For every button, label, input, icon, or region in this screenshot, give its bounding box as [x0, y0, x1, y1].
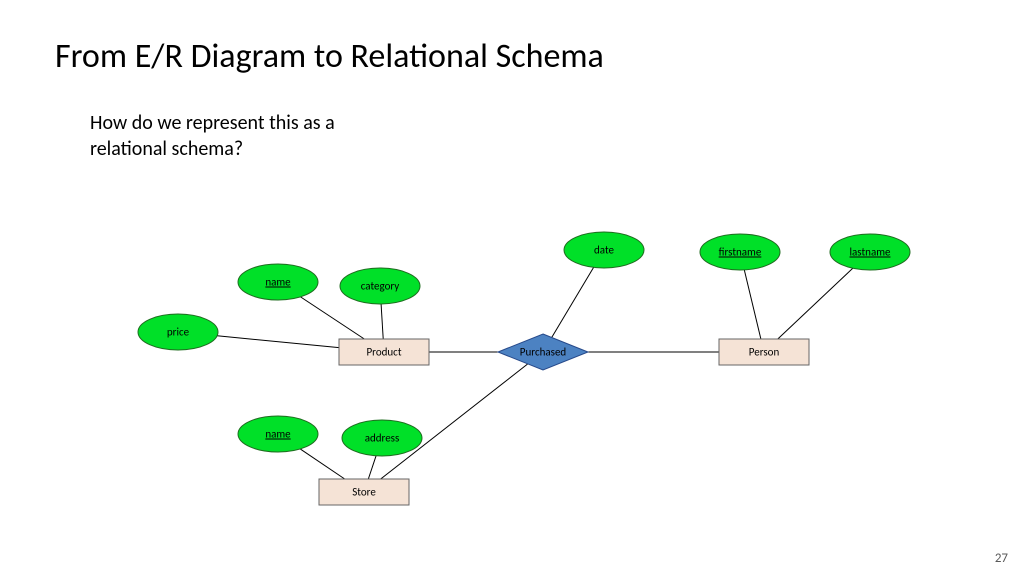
- edge: [381, 364, 528, 479]
- edge: [300, 449, 345, 479]
- edge: [381, 304, 383, 339]
- node-label: price: [167, 327, 189, 338]
- er-diagram: [0, 0, 1024, 576]
- node-label: name: [265, 277, 290, 288]
- node-label: date: [594, 245, 614, 256]
- edge: [744, 270, 761, 339]
- node-label: category: [361, 281, 400, 292]
- edge: [368, 456, 376, 479]
- edge: [778, 268, 853, 339]
- slide-title: From E/R Diagram to Relational Schema: [55, 36, 604, 77]
- edge: [217, 336, 339, 348]
- node-label: firstname: [719, 247, 762, 258]
- node-label: lastname: [850, 247, 891, 258]
- page-number: 27: [995, 551, 1008, 566]
- node-label: address: [365, 433, 400, 444]
- node-label: Person: [749, 347, 779, 358]
- node-label: Store: [352, 487, 376, 498]
- edge: [552, 267, 594, 337]
- node-label: name: [265, 429, 290, 440]
- edge: [301, 297, 365, 339]
- slide-subtitle: How do we represent this as a relational…: [90, 110, 335, 162]
- node-label: Product: [366, 347, 401, 358]
- node-label: Purchased: [520, 347, 566, 358]
